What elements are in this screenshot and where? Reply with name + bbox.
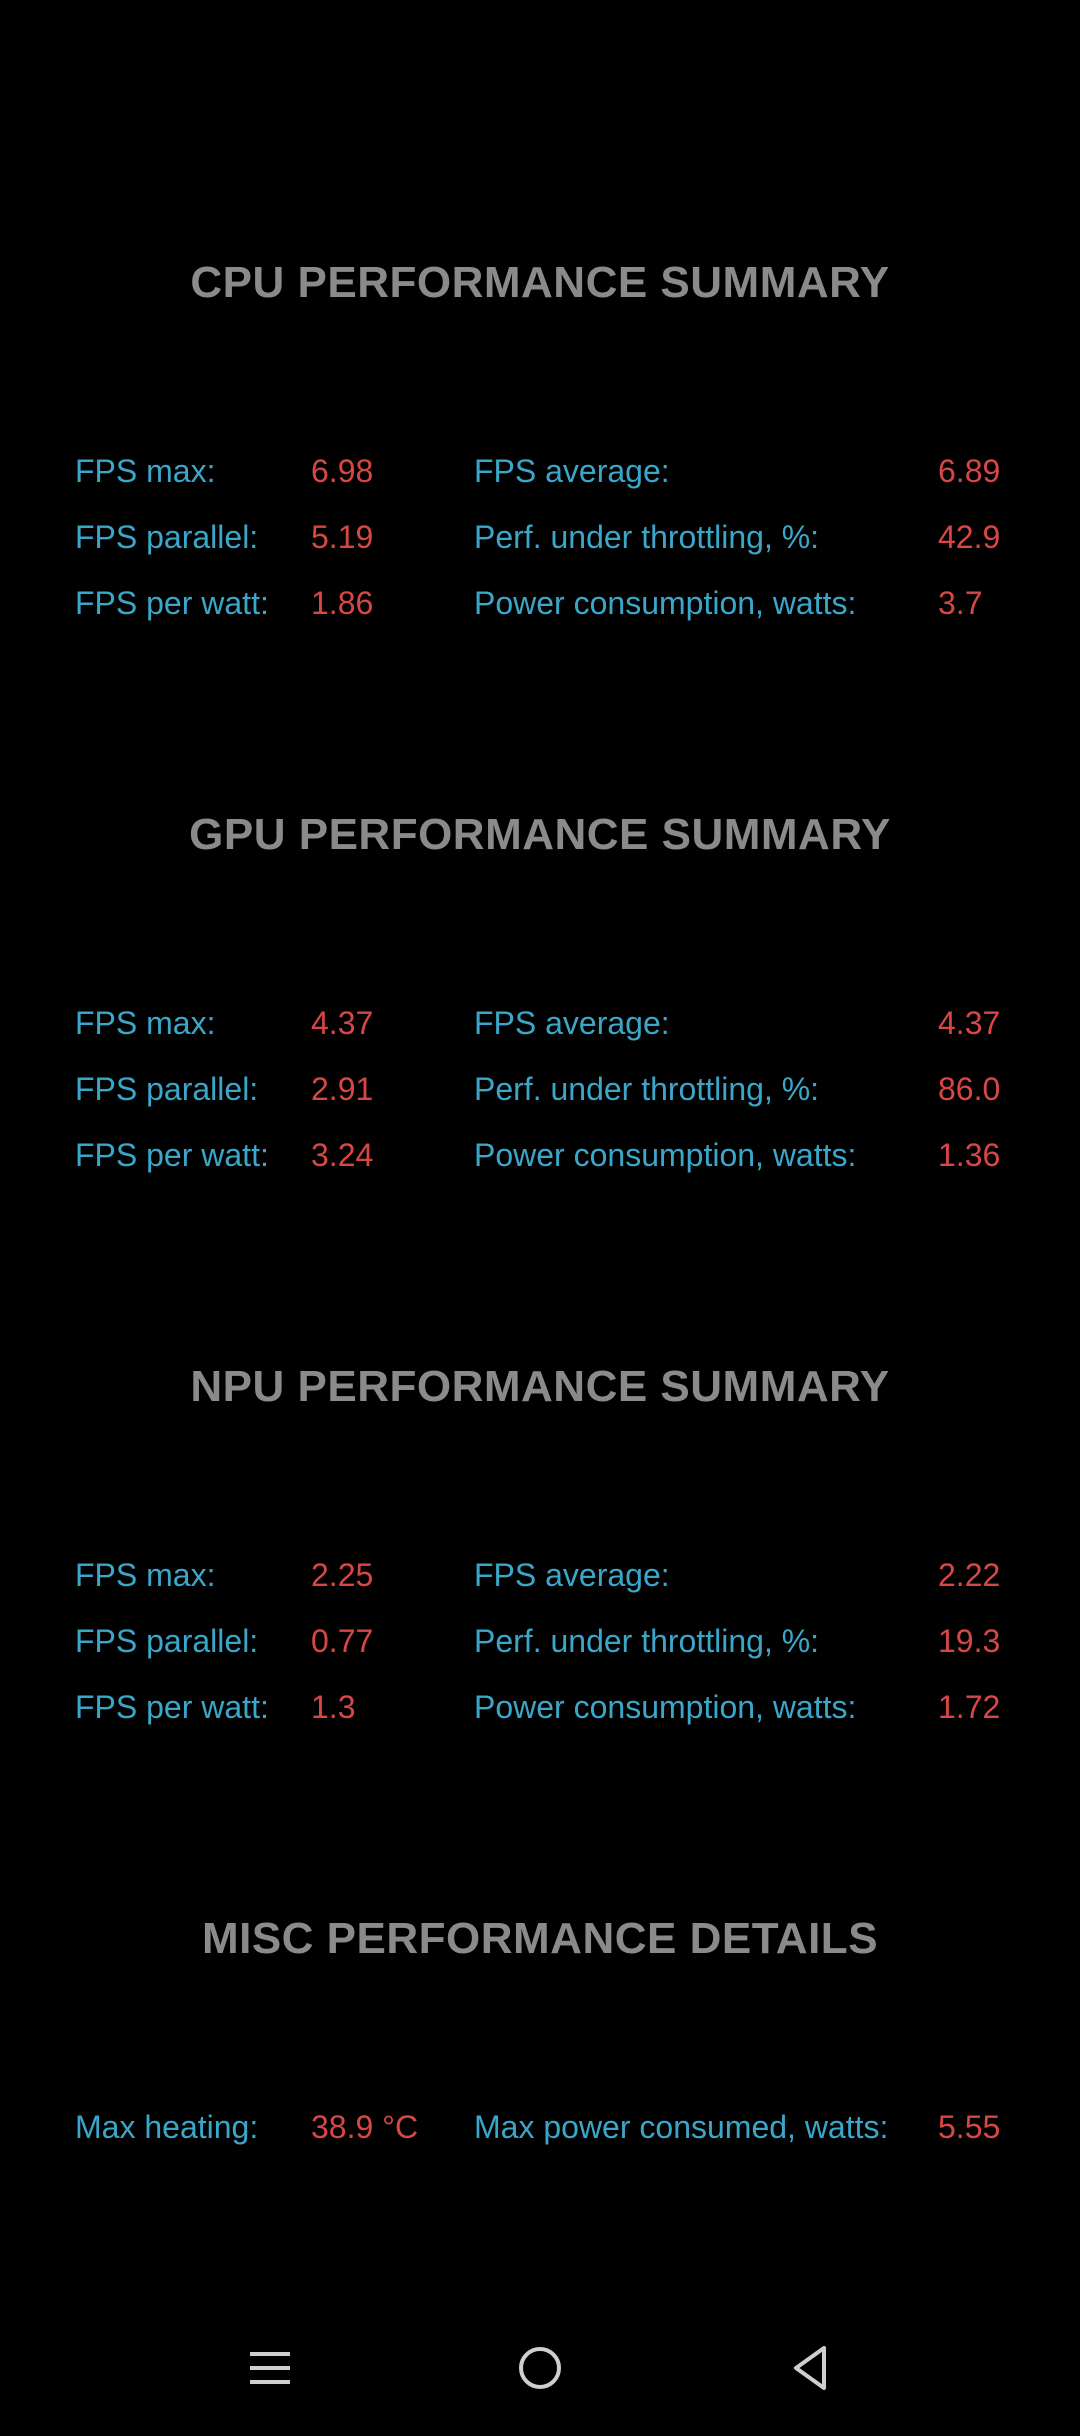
npu-fps-per-watt-label: FPS per watt: (75, 1689, 269, 1725)
system-navigation-bar (0, 2300, 1080, 2436)
gpu-fps-parallel-label: FPS parallel: (75, 1071, 259, 1107)
max-power-consumed-label: Max power consumed, watts: (474, 2109, 889, 2145)
gpu-fps-average-label: FPS average: (474, 1005, 670, 1041)
home-icon (519, 2347, 561, 2389)
gpu-fps-average-value: 4.37 (938, 1005, 1001, 1041)
cpu-power-consumption-value: 3.7 (938, 585, 983, 621)
home-button[interactable] (498, 2326, 582, 2410)
gpu-fps-per-watt-label: FPS per watt: (75, 1137, 269, 1173)
max-heating-value: 38.9 °C (311, 2109, 419, 2145)
npu-fps-average-label: FPS average: (474, 1557, 670, 1593)
cpu-section-title: CPU PERFORMANCE SUMMARY (190, 258, 890, 307)
max-heating-label: Max heating: (75, 2109, 259, 2145)
gpu-power-consumption-value: 1.36 (938, 1137, 1001, 1173)
gpu-fps-per-watt-value: 3.24 (311, 1137, 374, 1173)
cpu-fps-parallel-value: 5.19 (311, 519, 374, 555)
gpu-throttling-label: Perf. under throttling, %: (474, 1071, 820, 1107)
cpu-fps-per-watt-value: 1.86 (311, 585, 374, 621)
gpu-fps-max-label: FPS max: (75, 1005, 216, 1041)
misc-section-title: MISC PERFORMANCE DETAILS (201, 1914, 879, 1963)
npu-fps-per-watt-value: 1.3 (311, 1689, 356, 1725)
cpu-fps-average-label: FPS average: (474, 453, 670, 489)
back-icon (794, 2346, 826, 2390)
gpu-fps-max-value: 4.37 (311, 1005, 374, 1041)
npu-power-consumption-value: 1.72 (938, 1689, 1001, 1725)
npu-fps-max-label: FPS max: (75, 1557, 216, 1593)
npu-power-consumption-label: Power consumption, watts: (474, 1689, 857, 1725)
gpu-fps-parallel-value: 2.91 (311, 1071, 374, 1107)
gpu-section-title: GPU PERFORMANCE SUMMARY (189, 810, 891, 859)
cpu-fps-max-label: FPS max: (75, 453, 216, 489)
npu-throttling-label: Perf. under throttling, %: (474, 1623, 820, 1659)
gpu-throttling-value: 86.0 (938, 1071, 1001, 1107)
gpu-power-consumption-label: Power consumption, watts: (474, 1137, 857, 1173)
cpu-fps-average-value: 6.89 (938, 453, 1001, 489)
cpu-fps-parallel-label: FPS parallel: (75, 519, 259, 555)
back-button[interactable] (768, 2326, 852, 2410)
cpu-throttling-label: Perf. under throttling, %: (474, 519, 820, 555)
max-power-consumed-value: 5.55 (938, 2109, 1001, 2145)
menu-icon (250, 2352, 290, 2384)
npu-fps-average-value: 2.22 (938, 1557, 1001, 1593)
cpu-throttling-value: 42.9 (938, 519, 1001, 555)
npu-throttling-value: 19.3 (938, 1623, 1001, 1659)
recents-button[interactable] (228, 2326, 312, 2410)
npu-fps-max-value: 2.25 (311, 1557, 374, 1593)
cpu-fps-per-watt-label: FPS per watt: (75, 585, 269, 621)
npu-fps-parallel-label: FPS parallel: (75, 1623, 259, 1659)
npu-fps-parallel-value: 0.77 (311, 1623, 374, 1659)
cpu-fps-max-value: 6.98 (311, 453, 374, 489)
cpu-power-consumption-label: Power consumption, watts: (474, 585, 857, 621)
npu-section-title: NPU PERFORMANCE SUMMARY (190, 1362, 890, 1411)
